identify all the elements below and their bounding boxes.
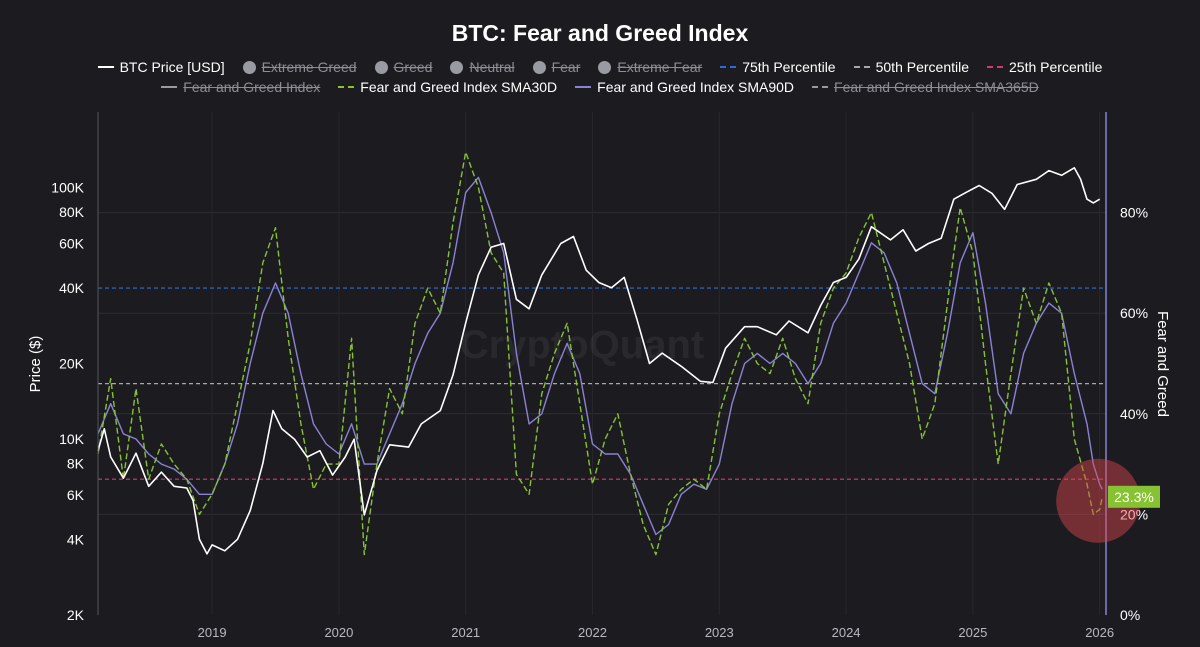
legend-item-fear[interactable]: Fear: [532, 59, 581, 75]
legend-dot-icon: [532, 60, 546, 74]
legend-line-icon: [161, 86, 178, 88]
y-left-tick-label: 10K: [59, 431, 85, 447]
legend-label: Extreme Greed: [261, 59, 357, 75]
legend-item-greed[interactable]: Greed: [374, 59, 433, 75]
y-right-tick-label: 80%: [1120, 205, 1148, 221]
legend-item-50th-percentile[interactable]: 50th Percentile: [853, 59, 970, 75]
y-left-tick-label: 100K: [51, 180, 84, 196]
x-tick-label: 2019: [198, 625, 227, 640]
y-right-tick-label: 60%: [1120, 305, 1148, 321]
legend-label: 75th Percentile: [742, 59, 836, 75]
legend-label: Greed: [393, 59, 433, 75]
y-left-tick-label: 60K: [59, 236, 85, 252]
legend-label: Fear and Greed Index SMA365D: [834, 79, 1039, 95]
legend-label: Fear and Greed Index SMA30D: [360, 79, 558, 95]
y-left-tick-label: 6K: [67, 487, 85, 503]
legend-item-extreme-fear[interactable]: Extreme Fear: [598, 59, 702, 75]
watermark: CryptoQuant: [460, 323, 704, 367]
legend-label: Fear and Greed Index: [183, 79, 321, 95]
axes: 100K 80K 60K 40K 20K 10K 8K 6K 4K 2K 80% 60% 40% 20% 0…: [27, 112, 1171, 640]
legend-line-icon: [812, 86, 829, 88]
legend-item-neutral[interactable]: Neutral: [450, 59, 515, 75]
y-left-tick-label: 40K: [59, 280, 85, 296]
y-left-tick-label: 8K: [67, 456, 85, 472]
y-left-tick-label: 4K: [67, 531, 85, 547]
x-tick-label: 2023: [705, 625, 734, 640]
y-right-tick-label: 40%: [1120, 406, 1148, 422]
series-line-fear-and-greed-index-sma90d: [97, 176, 1103, 536]
x-tick-label: 2020: [324, 625, 353, 640]
legend-label: Neutral: [469, 59, 515, 75]
series-line-fear-and-greed-index-sma30d: [97, 151, 1103, 556]
y-left-tick-label: 2K: [67, 607, 85, 623]
legend-label: 50th Percentile: [875, 59, 970, 75]
legend-label: BTC Price [USD]: [119, 59, 225, 75]
legend-item-btc-price-usd[interactable]: BTC Price [USD]: [97, 59, 225, 75]
x-tick-label: 2026: [1085, 625, 1114, 640]
legend-item-extreme-greed[interactable]: Extreme Greed: [242, 59, 357, 75]
legend-line-icon: [97, 66, 114, 68]
legend-item-fear-and-greed-index-sma30d[interactable]: Fear and Greed Index SMA30D: [338, 79, 557, 95]
y-left-tick-label: 80K: [59, 204, 85, 220]
y-right-tick-label: 20%: [1120, 506, 1148, 522]
legend-label: Fear: [551, 59, 581, 75]
legend-item-75th-percentile[interactable]: 75th Percentile: [720, 59, 836, 75]
series-line-btc-price-usd: [97, 167, 1101, 555]
legend-label: 25th Percentile: [1009, 59, 1103, 75]
legend-row: Fear and Greed Index Fear and Greed Index…: [0, 79, 1200, 95]
x-tick-label: 2021: [451, 625, 480, 640]
legend-row: BTC Price [USD] Extreme Greed Greed Neutral…: [0, 59, 1200, 75]
x-tick-label: 2024: [832, 625, 861, 640]
legend-line-icon: [853, 66, 870, 68]
x-tick-label: 2022: [578, 625, 607, 640]
legend-item-fear-and-greed-index-sma365d[interactable]: Fear and Greed Index SMA365D: [812, 79, 1039, 95]
legend-dot-icon: [598, 60, 612, 74]
grid: [98, 112, 1106, 615]
legend-item-25th-percentile[interactable]: 25th Percentile: [987, 59, 1102, 75]
last-value-badge: [1108, 485, 1160, 508]
legend-dot-icon: [374, 60, 388, 74]
y-left-tick-label: 20K: [59, 356, 85, 372]
legend-item-fear-and-greed-index-sma90d[interactable]: Fear and Greed Index SMA90D: [575, 79, 794, 95]
y-left-axis-label: Price ($): [27, 336, 44, 393]
y-right-tick-label: 0%: [1120, 607, 1140, 623]
y-right-axis-label: Fear and Greed: [1154, 311, 1171, 417]
series: [97, 151, 1103, 556]
legend-line-icon: [338, 86, 355, 88]
last-value-label: 23.3%: [1114, 489, 1154, 505]
legend-dot-icon: [242, 60, 256, 74]
annotations: 23.3%: [1056, 458, 1160, 543]
legend-line-icon: [720, 66, 737, 68]
legend-line-icon: [575, 86, 592, 88]
highlight-circle: [1056, 458, 1141, 543]
x-tick-label: 2025: [958, 625, 987, 640]
legend-label: Fear and Greed Index SMA90D: [597, 79, 795, 95]
legend-item-fear-and-greed-index[interactable]: Fear and Greed Index: [161, 79, 320, 95]
chart-title: BTC: Fear and Greed Index: [451, 20, 749, 46]
legend-label: Extreme Fear: [617, 59, 703, 75]
legend-dot-icon: [450, 60, 464, 74]
legend-line-icon: [987, 66, 1004, 68]
